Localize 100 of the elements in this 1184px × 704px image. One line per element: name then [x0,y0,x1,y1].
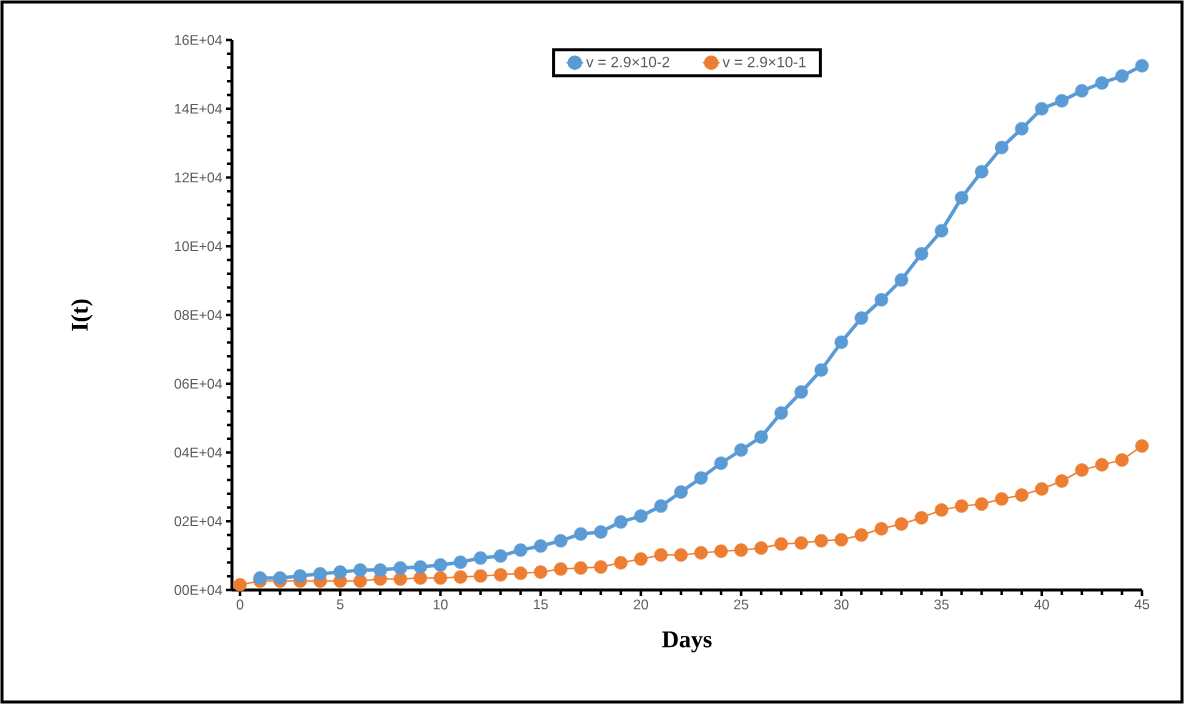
point [353,574,368,588]
point [974,497,989,511]
point [834,335,849,349]
point [453,570,468,584]
point [473,569,488,583]
point [1035,102,1049,116]
point [894,517,909,531]
x-tick-label: 20 [633,599,649,610]
point [734,543,748,557]
y-tick-label: 00E+04 [174,585,223,595]
point [333,565,347,579]
point [654,499,668,513]
point [714,456,728,470]
point [934,503,949,517]
point [233,578,247,592]
point [413,560,428,574]
point [894,273,909,287]
point [594,525,608,539]
y-tick-label: 14E+04 [175,103,223,114]
y-tick-label: 08E+04 [174,310,223,320]
point [1095,458,1109,472]
point [293,569,307,583]
point [994,140,1009,155]
x-tick-label: 0 [236,599,244,610]
point [914,511,929,525]
x-tick-label: 25 [734,599,749,610]
point [674,548,688,562]
point [513,543,528,557]
y-tick-label: 02E+04 [174,516,223,527]
point [994,492,1009,506]
x-tick-label: 45 [1134,599,1150,610]
x-tick-label: 10 [433,599,448,610]
point [954,499,969,513]
point [533,539,548,553]
point [794,385,808,399]
legend-label: v = 2.9×10-2 [586,56,670,68]
point [1135,59,1149,73]
point [634,509,648,523]
point [433,571,448,585]
x-axis-title: Days [662,631,712,653]
point [874,522,889,536]
point [1075,84,1089,98]
point [574,527,588,541]
point [694,471,708,485]
point [393,561,408,575]
y-axis-title: I(t) [70,299,93,331]
y-tick-label: 16E+04 [175,35,223,45]
point [654,548,668,562]
point [1135,439,1149,453]
point [854,528,869,542]
x-tick-label: 5 [336,599,344,610]
point [1014,121,1029,136]
point [1014,488,1029,502]
point [1095,76,1109,90]
point [493,549,508,563]
x-tick-label: 35 [934,599,949,610]
point [433,558,448,572]
point [774,406,788,420]
point [373,563,388,577]
point [694,546,708,560]
point [553,562,568,576]
point [754,541,768,555]
point [914,247,929,261]
point [814,534,829,548]
point [674,485,688,499]
point [1035,482,1049,496]
point [553,534,568,548]
point [874,293,889,307]
y-tick-label: 12E+04 [175,172,223,183]
point [854,311,869,325]
point [714,544,728,558]
point [834,533,849,547]
point [1115,453,1129,467]
y-tick-label: 06E+04 [174,378,223,389]
point [634,552,648,566]
x-tick-label: 30 [834,599,849,610]
point [574,561,588,575]
y-tick-label: 04E+04 [174,447,223,458]
point [614,515,628,529]
point [1075,463,1089,477]
x-tick-label: 15 [533,599,548,610]
point [814,363,829,377]
point [493,568,508,582]
y-tick-label: 10E+04 [175,241,223,252]
point [513,566,528,580]
point [1115,69,1129,83]
legend-label: v = 2.9×10-1 [722,56,806,68]
point [313,567,327,581]
point [934,224,949,238]
point [453,555,468,569]
point [1055,474,1069,488]
point [393,572,408,586]
point [1055,94,1069,108]
point [594,560,608,574]
point [533,565,548,579]
point [774,537,788,551]
point [974,164,989,179]
x-tick-label: 40 [1034,599,1049,610]
point [734,443,748,457]
point [614,556,628,570]
